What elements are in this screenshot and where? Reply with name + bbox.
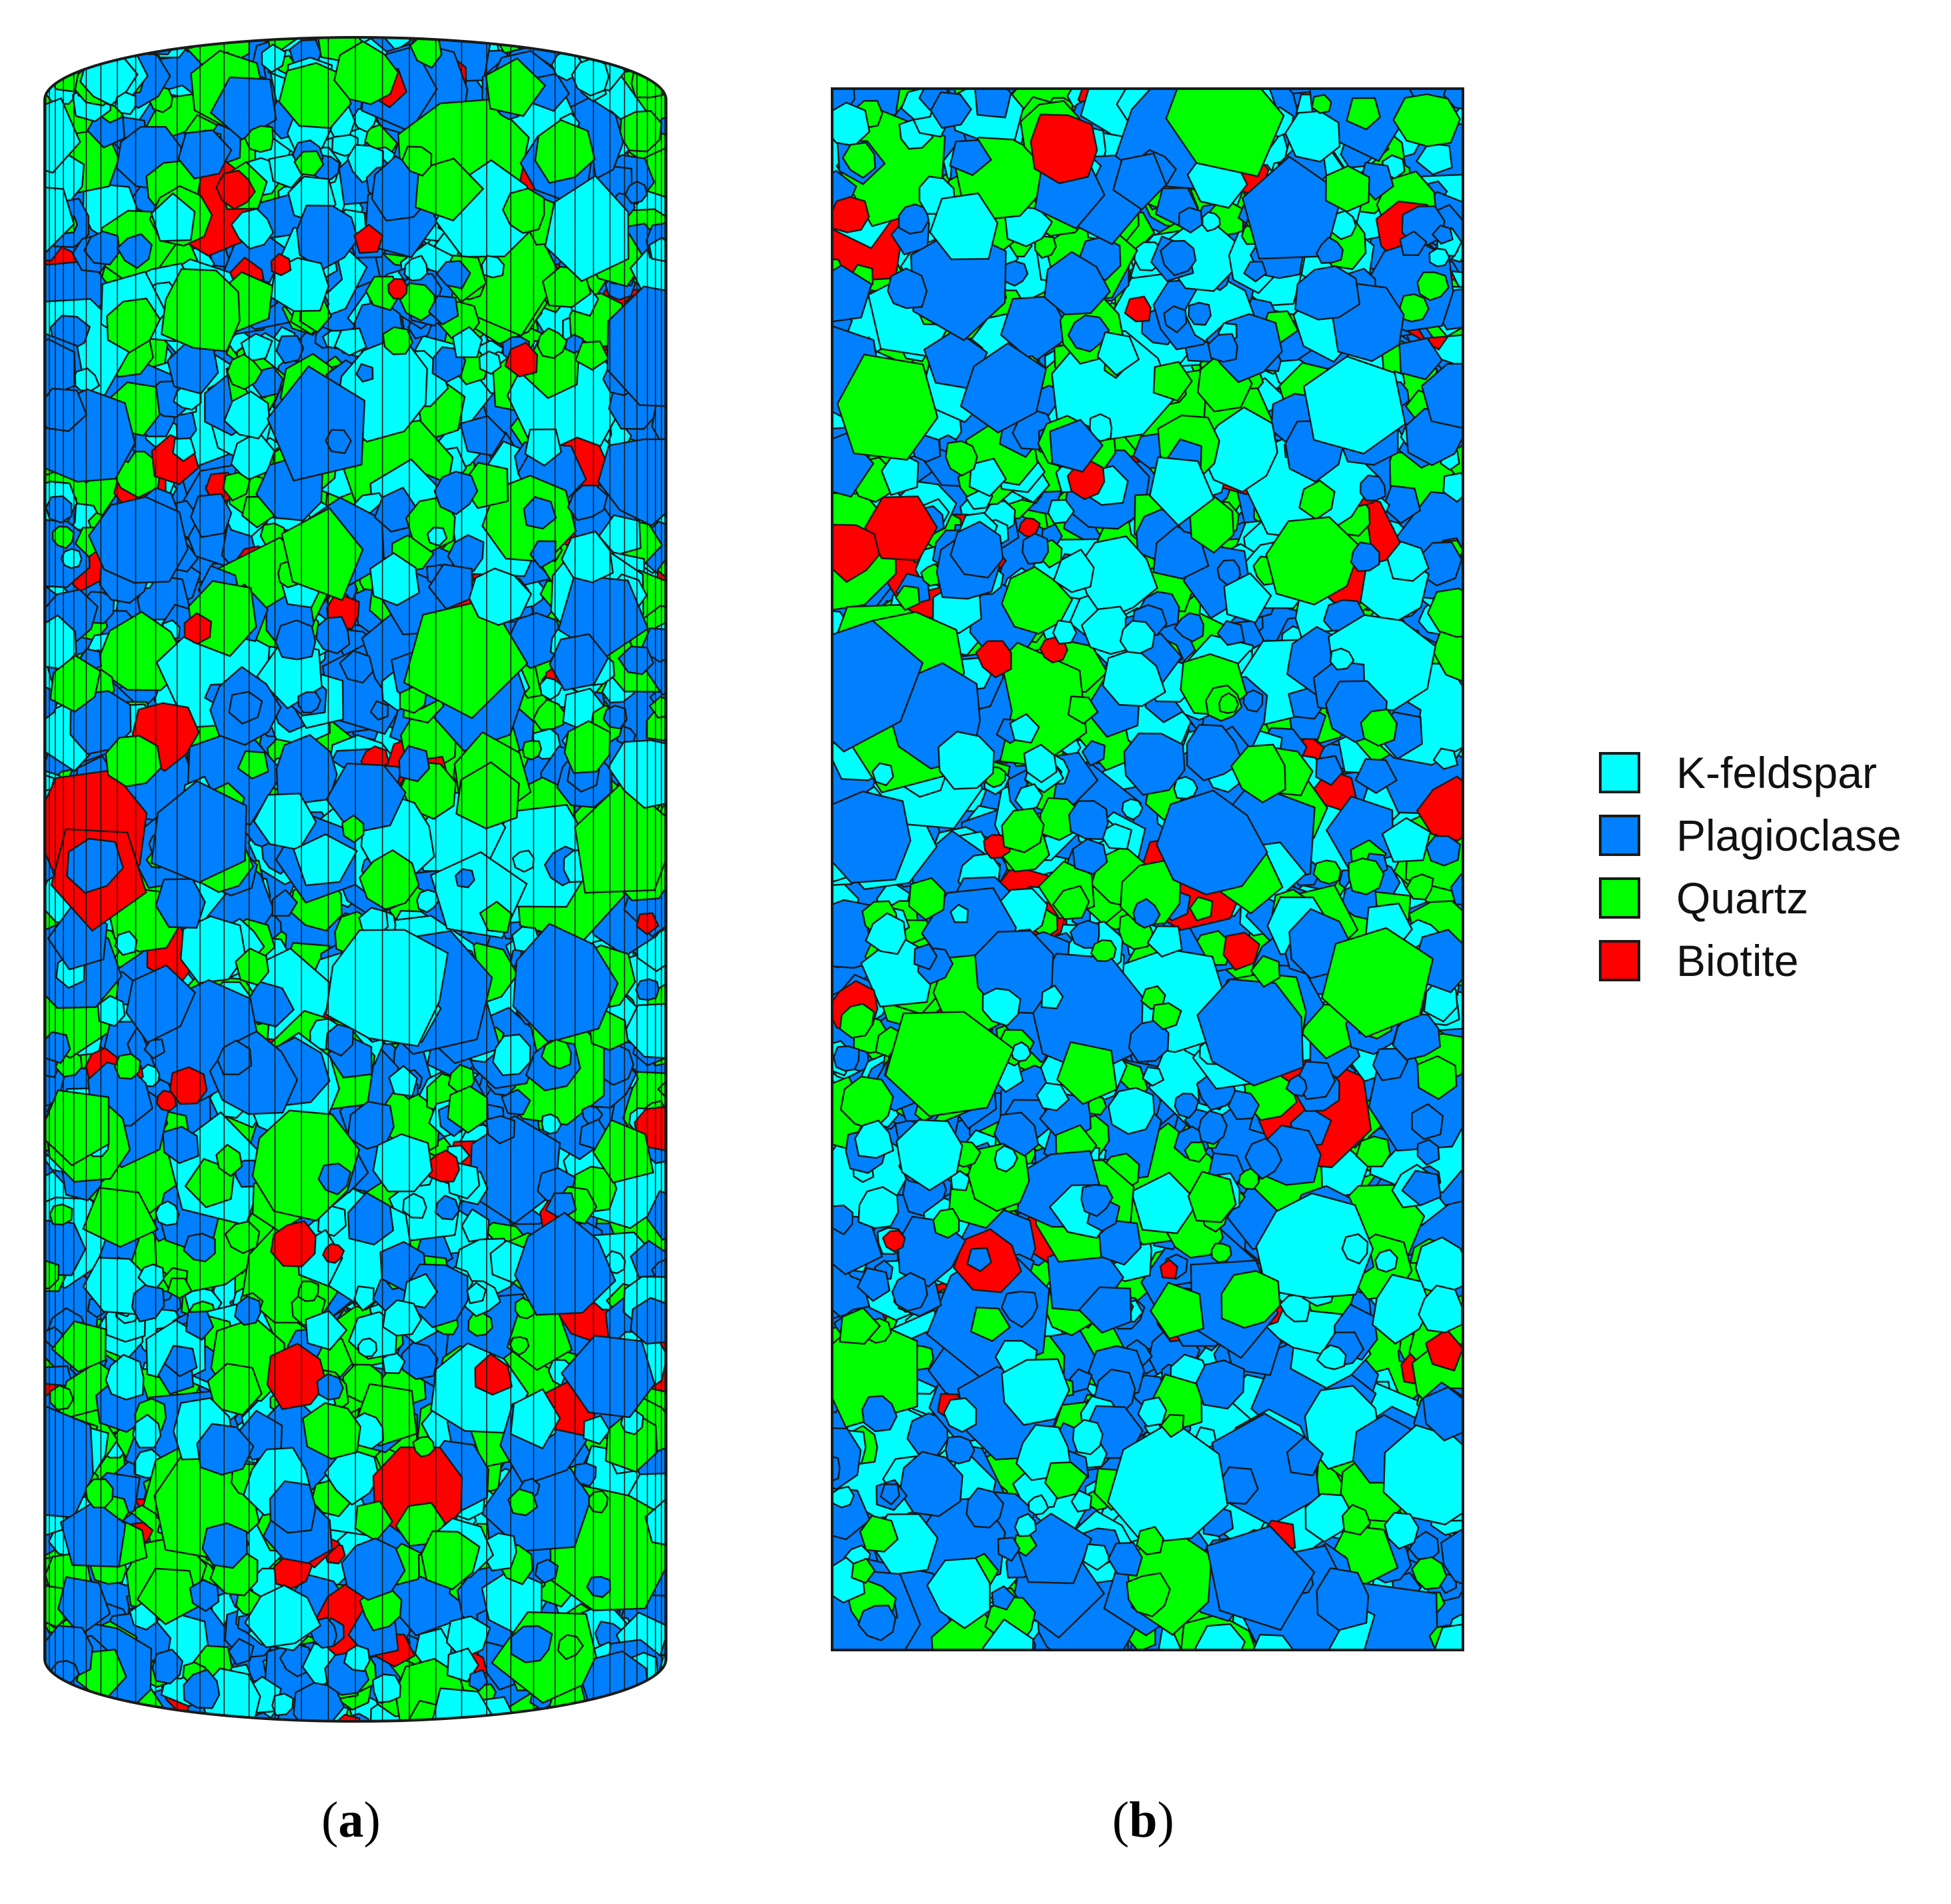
mineral-grain [626,1688,666,1721]
panel-b-section-grain-model [831,87,1464,1651]
mineral-grain [637,37,666,45]
mineral-grain [47,1690,91,1721]
legend-swatch-plagioclase [1599,815,1640,856]
legend-swatch-k-feldspar [1599,752,1640,793]
mineral-grain [332,1713,361,1721]
mineral-grain [599,1705,627,1721]
mineral-grain [1210,1242,1232,1263]
mineral-grain [1399,293,1430,323]
mineral-grain [173,37,201,49]
mineral-grain [108,1705,148,1721]
mineral-grain [45,1677,85,1721]
mineral-grain [639,1698,666,1721]
mineral-grain [1425,835,1462,867]
mineral-grain [525,1707,564,1721]
mineral-grain [1022,533,1050,565]
mineral-grain [63,1696,96,1721]
legend-swatch-quartz [1599,877,1640,919]
mineral-grain [620,1710,644,1721]
mineral-grain [49,1384,75,1411]
mineral-grain [588,1490,609,1514]
mineral-grain [127,37,187,55]
mineral-grain [944,1435,975,1465]
legend-item-quartz: Quartz [1599,867,1946,929]
mineral-grain [597,37,666,69]
mineral-grain [521,739,542,761]
mineral-grain [45,1403,94,1519]
mineral-grain [382,326,414,355]
cylinder-grain-mosaic [45,37,666,1721]
mineral-grain [409,1719,440,1721]
legend-item-k-feldspar: K-feldspar [1599,741,1946,804]
mineral-grain [169,1066,208,1105]
section-grain-mosaic [832,89,1463,1650]
mineral-grain [113,1053,141,1080]
mineral-grain [1068,800,1109,841]
mineral-grain [656,1698,666,1721]
legend-label-k-feldspar: K-feldspar [1676,748,1877,797]
mineral-grain [1052,619,1078,645]
mineral-grain [316,1373,344,1401]
mineral-grain [152,37,181,45]
panel-a-cylinder-grain-model [43,36,667,1723]
mineral-grain [833,1045,860,1072]
mineral-grain [69,37,99,55]
mineral-grain [275,619,317,661]
mineral-grain [1090,939,1117,963]
mineral-grain [85,1478,114,1509]
mineral-grain [593,37,631,55]
panel-a-caption: (a) [321,1792,381,1848]
mineral-grain [1188,301,1212,326]
mineral-grain [974,89,1012,119]
legend-label-plagioclase: Plagioclase [1676,811,1902,860]
mineral-grain [357,1337,378,1357]
mineral-grain [467,1311,493,1337]
mineral-grain [645,1190,666,1241]
mineral-grain [635,1682,666,1721]
legend-item-plagioclase: Plagioclase [1599,804,1946,867]
mineral-grain [371,1673,401,1704]
mineral-grain [45,1693,67,1721]
mineral-grain [541,1113,562,1135]
mineral-grain [459,415,507,457]
legend-label-quartz: Quartz [1676,873,1809,923]
mineral-grain [45,51,61,79]
mineral-grain [563,1707,589,1721]
mineral-grain [1428,247,1450,267]
mineral-grain [887,267,928,309]
mineral-grain [832,196,870,233]
legend-item-biotite: Biotite [1599,929,1946,992]
mineral-grain [832,1455,841,1482]
mineral-grain [627,37,655,49]
mineral-grain [179,1712,207,1721]
legend-swatch-biotite [1599,940,1640,981]
mineral-grain [658,115,666,137]
mineral-grain [64,37,108,51]
legend-label-biotite: Biotite [1676,936,1799,985]
mineral-grain [88,1699,151,1721]
mineral-legend: K-feldspar Plagioclase Quartz Biotite [1599,741,1946,992]
panel-b-caption: (b) [1112,1792,1174,1848]
mineral-grain [1348,857,1385,895]
mineral-grain [631,1700,666,1721]
mineral-grain [383,37,411,52]
mineral-grain [387,278,408,300]
mineral-grain [60,548,83,569]
mineral-grain [49,1203,73,1226]
mineral-grain [45,1702,70,1721]
mineral-grain [1030,113,1098,185]
mineral-grain [47,37,68,57]
mineral-grain [148,1707,174,1721]
mineral-grain [87,37,125,57]
